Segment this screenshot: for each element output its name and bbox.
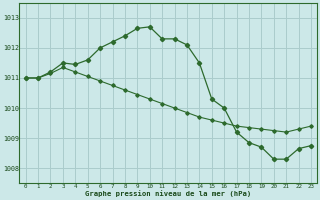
X-axis label: Graphe pression niveau de la mer (hPa): Graphe pression niveau de la mer (hPa) <box>85 190 252 197</box>
